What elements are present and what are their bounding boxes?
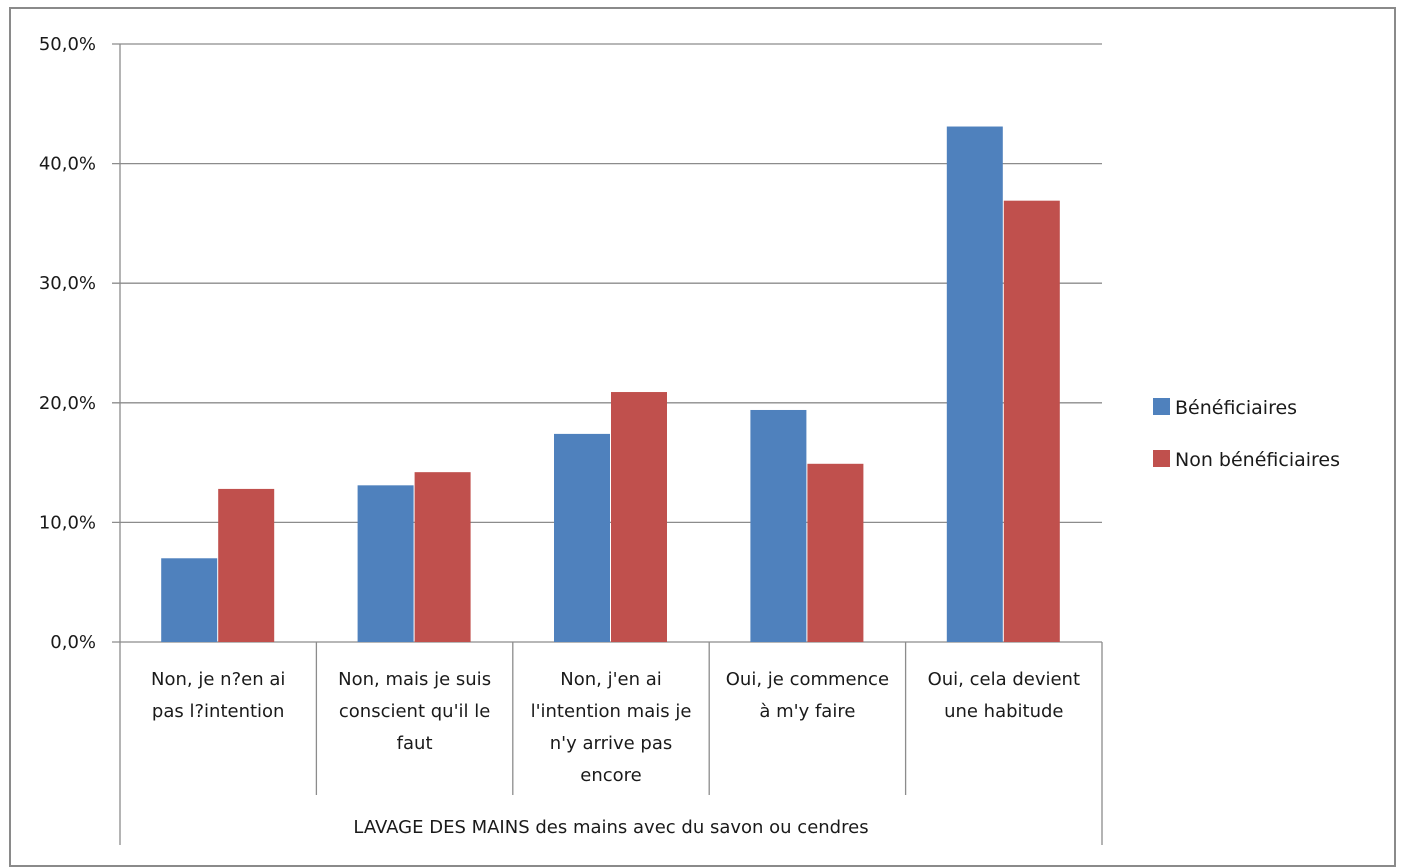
bar — [807, 463, 864, 642]
bar — [554, 433, 610, 642]
legend-swatch — [1153, 398, 1170, 415]
legend-label: Non bénéficiaires — [1175, 449, 1340, 471]
axis-labels: 0,0% 10,0% 20,0% 30,0% 40,0% 50,0% Non, je n?e… — [39, 34, 1080, 786]
x-category-label: faut — [397, 733, 433, 754]
bar — [414, 472, 471, 642]
legend-swatch — [1153, 450, 1170, 467]
y-tick-label: 30,0% — [39, 273, 96, 294]
x-category-label: à m'y faire — [759, 701, 855, 722]
bar — [750, 409, 807, 642]
x-category-label: Non, je n?en ai — [151, 669, 285, 690]
x-axis-title: LAVAGE DES MAINS des mains avec du savon… — [353, 817, 868, 838]
x-category-label: Oui, je commence — [726, 669, 889, 690]
chart-frame — [9, 7, 1396, 867]
bar — [357, 485, 414, 642]
legend: Bénéficiaires Non bénéficiaires — [1153, 397, 1340, 471]
y-tick-label: 20,0% — [39, 393, 96, 414]
x-category-label: l'intention mais je — [531, 701, 692, 722]
x-category-label: Non, mais je suis — [338, 669, 491, 690]
bars — [161, 126, 1060, 643]
bar — [611, 392, 667, 642]
x-category-label: conscient qu'il le — [339, 701, 490, 722]
y-tick-label: 50,0% — [39, 34, 96, 55]
axes — [119, 44, 1103, 845]
y-tick-label: 10,0% — [39, 512, 96, 533]
x-category-label: Oui, cela devient — [928, 669, 1080, 690]
gridlines — [112, 43, 1102, 643]
y-tick-label: 0,0% — [50, 632, 96, 653]
x-category-label: n'y arrive pas — [550, 733, 673, 754]
x-category-label: une habitude — [944, 701, 1063, 722]
x-category-label: pas l?intention — [152, 701, 285, 722]
bar — [1003, 200, 1060, 642]
bar — [161, 558, 218, 642]
y-tick-label: 40,0% — [39, 154, 96, 175]
legend-label: Bénéficiaires — [1175, 397, 1297, 419]
x-category-label: Non, j'en ai — [560, 669, 662, 690]
bar — [218, 488, 275, 642]
x-category-label: encore — [580, 765, 641, 786]
bar — [946, 126, 1003, 643]
